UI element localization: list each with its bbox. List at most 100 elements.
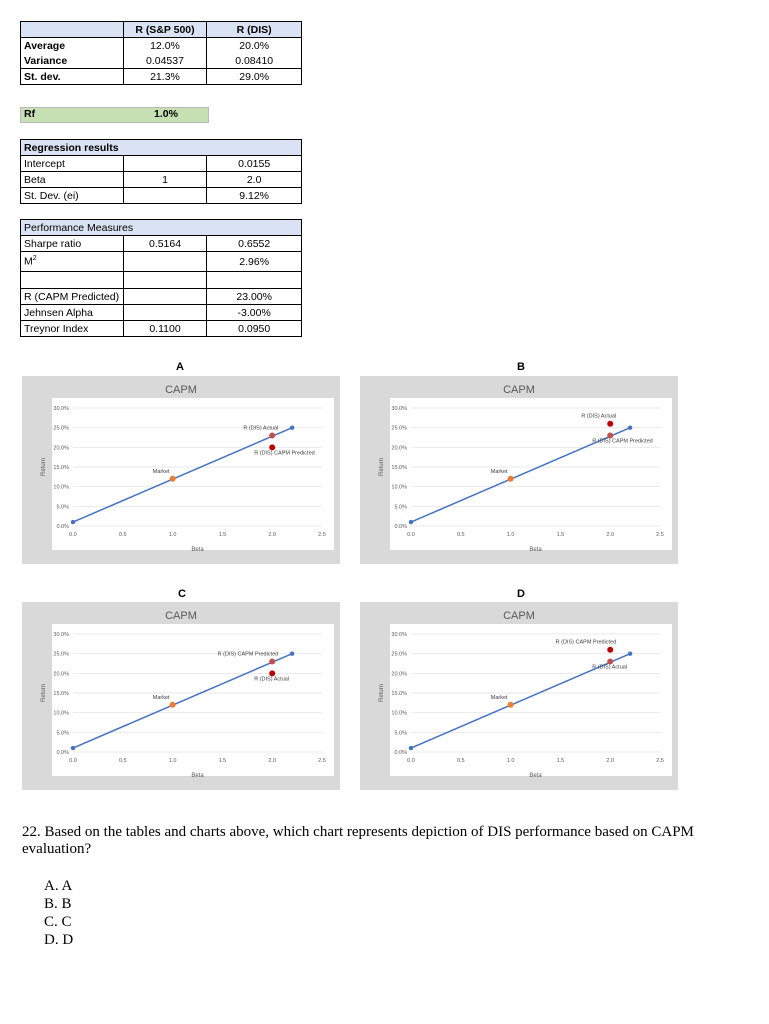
x-tick-label: 2.5 (318, 758, 326, 764)
cell-dis: 0.6552 (206, 235, 302, 252)
table-row: Jehnsen Alpha -3.00% (20, 304, 302, 321)
data-label: R (DIS) Actual (592, 665, 627, 671)
cell-sp: 1 (122, 171, 208, 188)
data-point (507, 475, 514, 482)
x-tick-label: 0.5 (457, 758, 465, 764)
performance-header-row: Performance Measures (20, 219, 302, 236)
data-point (607, 432, 614, 439)
x-tick-label: 0.0 (407, 532, 415, 538)
y-tick-label: 15.0% (53, 465, 69, 471)
plot-area (390, 624, 672, 776)
x-tick-label: 0.0 (69, 758, 77, 764)
cell-dis: 2.0 (206, 171, 302, 188)
y-tick-label: 30.0% (391, 406, 407, 412)
y-tick-label: 25.0% (391, 426, 407, 432)
table-row: Treynor Index 0.1100 0.0950 (20, 320, 302, 337)
chart-letter-a: A (176, 361, 184, 373)
regression-header-row: Regression results (20, 139, 302, 156)
spacer-row (20, 271, 302, 289)
data-point (269, 670, 276, 677)
x-tick-label: 0.0 (407, 758, 415, 764)
chart-svg: CAPM 0.0% 5.0% 10.0% 15.0% 20.0% 25.0% 30.0% 0.0… (41, 610, 334, 779)
y-tick-label: 20.0% (53, 445, 69, 451)
data-label: R (DIS) CAPM Predicted (254, 450, 315, 456)
cell-sp: 0.5164 (122, 235, 208, 252)
data-label: R (DIS) Actual (581, 414, 616, 420)
choice-d[interactable]: D. D (44, 932, 74, 948)
question-text: 22. Based on the tables and charts above… (22, 824, 694, 857)
x-tick-label: 0.5 (119, 532, 127, 538)
sml-line (410, 652, 631, 749)
row-label: Variance (20, 53, 124, 69)
y-tick-label: 20.0% (53, 671, 69, 677)
cell-dis: -3.00% (206, 304, 302, 321)
plot-area (390, 398, 672, 550)
cell-dis: 0.0155 (206, 155, 302, 172)
x-tick-label: 1.0 (169, 532, 177, 538)
row-label: Sharpe ratio (20, 235, 124, 252)
y-tick-label: 10.0% (391, 485, 407, 491)
cell-sp: 0.1100 (122, 320, 208, 337)
choice-b[interactable]: B. B (44, 896, 72, 912)
cell-dis: 0.0950 (206, 320, 302, 337)
chart-svg: CAPM 0.0% 5.0% 10.0% 15.0% 20.0% 25.0% 30.0% 0.0… (41, 384, 334, 553)
cell-dis: 20.0% (206, 37, 302, 53)
chart-letter-c: C (178, 588, 186, 600)
cell-sp (122, 304, 208, 321)
sml-start-point (70, 519, 76, 525)
cell-sp (122, 288, 208, 305)
stats-table: R (S&P 500) R (DIS) Average 12.0% 20.0% … (20, 21, 302, 85)
cell-sp: 12.0% (122, 37, 208, 53)
regression-title: Regression results (20, 139, 302, 156)
x-tick-label: 2.0 (268, 758, 276, 764)
row-label: Beta (20, 171, 124, 188)
chart-b: CAPM 0.0% 5.0% 10.0% 15.0% 20.0% 25.0% 30.0% 0.0… (360, 376, 678, 564)
x-tick-label: 2.5 (656, 532, 664, 538)
data-label: Market (491, 469, 508, 475)
x-tick-label: 1.5 (557, 758, 565, 764)
choice-a[interactable]: A. A (44, 878, 73, 894)
stats-header-row: R (S&P 500) R (DIS) (20, 21, 302, 38)
chart-c: CAPM 0.0% 5.0% 10.0% 15.0% 20.0% 25.0% 30.0% 0.0… (22, 602, 340, 790)
y-axis-label: Return (41, 684, 47, 702)
rf-value: 1.0% (124, 108, 208, 122)
choice-c[interactable]: C. C (44, 914, 72, 930)
x-axis-label: Beta (529, 773, 542, 779)
chart-letter-b: B (517, 361, 525, 373)
y-tick-label: 0.0% (394, 524, 407, 530)
data-label: R (DIS) Actual (254, 676, 289, 682)
stats-header-blank (20, 21, 124, 38)
y-axis-label: Return (379, 684, 385, 702)
chart-title: CAPM (503, 384, 535, 396)
y-axis-label: Return (379, 458, 385, 476)
x-tick-label: 1.5 (557, 532, 565, 538)
sml-end-point (627, 425, 633, 430)
y-tick-label: 30.0% (53, 406, 69, 412)
x-tick-label: 0.0 (69, 532, 77, 538)
sml-start-point (70, 745, 76, 751)
y-tick-label: 0.0% (56, 524, 69, 530)
data-point (169, 701, 176, 708)
y-tick-label: 0.0% (394, 750, 407, 756)
chart-a: CAPM 0.0% 5.0% 10.0% 15.0% 20.0% 25.0% 30.0% 0.0… (22, 376, 340, 564)
sml-end-point (289, 651, 295, 656)
table-row: Variance 0.04537 0.08410 (20, 53, 302, 69)
row-label: St. Dev. (ei) (20, 187, 124, 204)
sml-line (410, 426, 631, 523)
plot-area (52, 624, 334, 776)
data-point (607, 420, 614, 427)
y-tick-label: 25.0% (53, 652, 69, 658)
data-point (507, 701, 514, 708)
y-axis-label: Return (41, 458, 47, 476)
chart-title: CAPM (165, 610, 197, 622)
row-label: R (CAPM Predicted) (20, 288, 124, 305)
sml-end-point (289, 425, 295, 430)
sml-line (72, 426, 293, 523)
chart-title: CAPM (503, 610, 535, 622)
sml-start-point (408, 745, 414, 751)
y-tick-label: 5.0% (56, 504, 69, 510)
table-row: Sharpe ratio 0.5164 0.6552 (20, 235, 302, 252)
answer-choices: A. A B. B C. C D. D (44, 877, 73, 949)
chart-title: CAPM (165, 384, 197, 396)
rf-row: Rf 1.0% (20, 107, 209, 123)
